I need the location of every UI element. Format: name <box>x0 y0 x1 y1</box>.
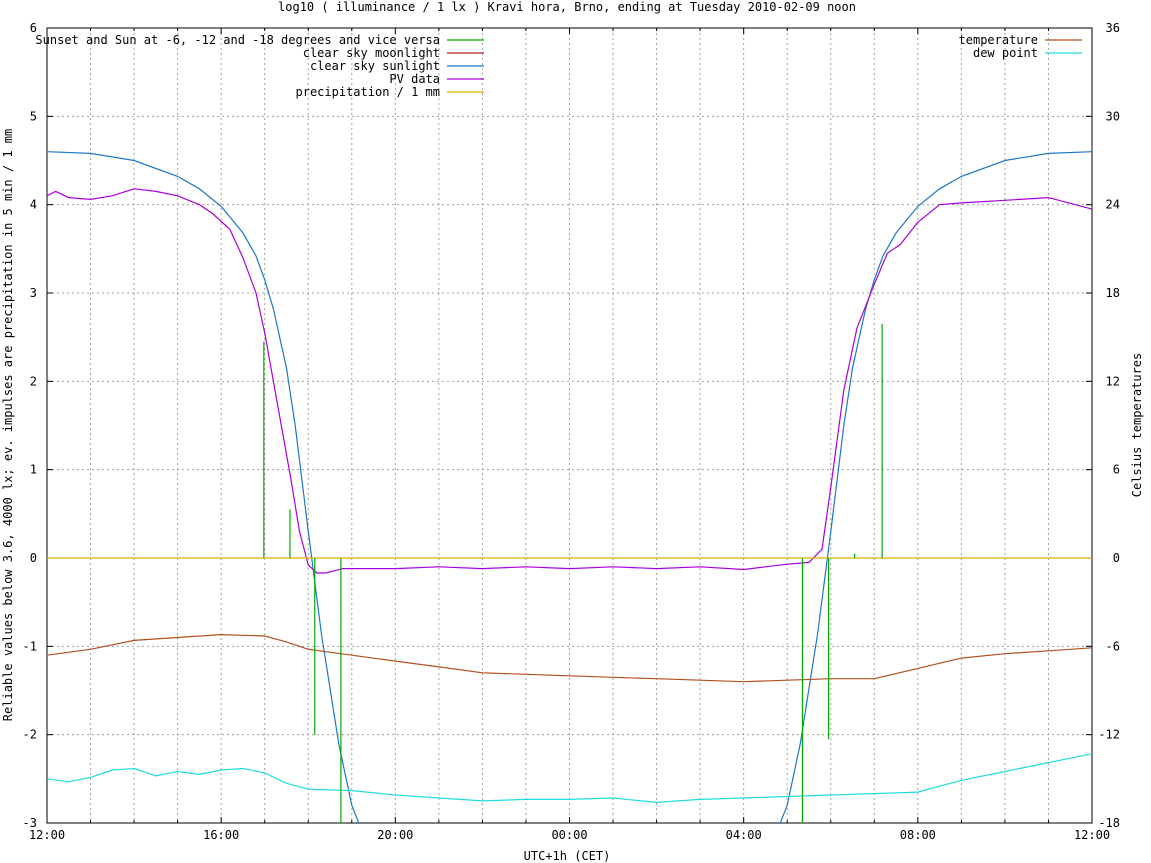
y2-tick-label: 30 <box>1106 109 1120 123</box>
y-tick-label: 0 <box>30 551 37 565</box>
x-tick-label: 08:00 <box>900 828 936 842</box>
x-axis-label: UTC+1h (CET) <box>524 849 611 863</box>
y-tick-label: 6 <box>30 21 37 35</box>
legend-label: Sunset and Sun at -6, -12 and -18 degree… <box>35 33 440 47</box>
legend-label: dew point <box>973 46 1038 60</box>
y2-tick-label: 18 <box>1106 286 1120 300</box>
y2-tick-label: 24 <box>1106 198 1120 212</box>
y2-tick-label: 36 <box>1106 21 1120 35</box>
y2-tick-label: -18 <box>1098 816 1120 830</box>
series-lines <box>47 151 1092 823</box>
y2-axis-label: Celsius temperatures <box>1130 353 1144 498</box>
x-tick-label: 12:00 <box>1074 828 1110 842</box>
y-tick-label: -3 <box>23 816 37 830</box>
legend-label: temperature <box>959 33 1038 47</box>
y-tick-label: 1 <box>30 463 37 477</box>
legend-label: clear sky moonlight <box>303 46 440 60</box>
legend-label: clear sky sunlight <box>310 59 440 73</box>
x-tick-label: 04:00 <box>726 828 762 842</box>
x-tick-label: 00:00 <box>551 828 587 842</box>
y-tick-label: -1 <box>23 639 37 653</box>
y-tick-label: -2 <box>23 728 37 742</box>
series-line-temperature <box>47 633 1092 683</box>
grid-lines <box>47 28 1092 823</box>
y2-tick-label: -6 <box>1106 639 1120 653</box>
y-tick-label: 5 <box>30 109 37 123</box>
y2-tick-label: 6 <box>1113 463 1120 477</box>
sun-markers <box>263 323 883 823</box>
y-tick-label: 2 <box>30 374 37 388</box>
series-line-pv-data <box>47 188 1092 574</box>
y2-tick-label: 0 <box>1113 551 1120 565</box>
y-tick-label: 3 <box>30 286 37 300</box>
x-tick-label: 16:00 <box>203 828 239 842</box>
series-line-dew-point <box>47 753 1092 804</box>
legend: Sunset and Sun at -6, -12 and -18 degree… <box>35 33 1082 99</box>
y-axis-label: Reliable values below 3.6, 4000 lx; ev. … <box>1 129 15 721</box>
y2-tick-label: 12 <box>1106 374 1120 388</box>
y-tick-label: 4 <box>30 198 37 212</box>
series-line-clear-sky-sunlight <box>47 151 1092 823</box>
legend-label: PV data <box>389 72 440 86</box>
x-tick-label: 20:00 <box>377 828 413 842</box>
x-tick-label: 12:00 <box>29 828 65 842</box>
y2-tick-label: -12 <box>1098 728 1120 742</box>
legend-label: precipitation / 1 mm <box>296 85 441 99</box>
chart-title: log10 ( illuminance / 1 lx ) Kravi hora,… <box>278 0 856 14</box>
